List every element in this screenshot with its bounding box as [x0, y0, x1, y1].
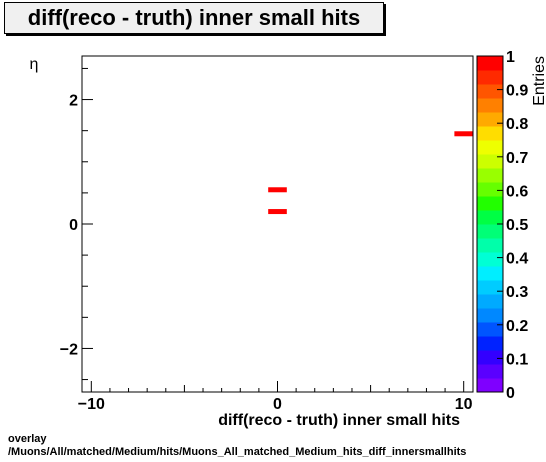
x-tick-label: 0	[273, 396, 282, 413]
z-tick-label: 0.4	[506, 251, 528, 268]
z-tick-label: 0.9	[506, 83, 528, 100]
footer-overlay-label: overlay	[8, 433, 47, 445]
title-box: diff(reco - truth) inner small hits	[4, 2, 384, 34]
z-axis-title: Entries	[531, 56, 546, 106]
z-tick-label: 0.5	[506, 217, 528, 234]
z-tick-label: 0	[506, 385, 515, 402]
colorbar-segment	[477, 168, 503, 183]
colorbar-segment	[477, 266, 503, 281]
z-tick-label: 1	[506, 49, 515, 66]
colorbar-segment	[477, 56, 503, 71]
y-tick-label: 2	[69, 93, 78, 110]
colorbar-segment	[477, 308, 503, 323]
z-tick-label: 0.3	[506, 284, 528, 301]
colorbar-segment	[477, 252, 503, 267]
colorbar-segment	[477, 294, 503, 309]
y-tick-label: 0	[69, 217, 78, 234]
colorbar-segment	[477, 280, 503, 295]
colorbar-segment	[477, 84, 503, 99]
colorbar-segment	[477, 126, 503, 141]
colorbar-segment	[477, 196, 503, 211]
z-tick-label: 0.1	[506, 351, 528, 368]
chart-title: diff(reco - truth) inner small hits	[27, 5, 361, 30]
colorbar-segment	[477, 210, 503, 225]
plot-frame	[81, 55, 474, 393]
z-tick-label: 0.8	[506, 116, 528, 133]
colorbar-segment	[477, 336, 503, 351]
colorbar-segment	[477, 364, 503, 379]
colorbar-segment	[477, 98, 503, 113]
colorbar-segment	[477, 154, 503, 169]
colorbar-segment	[477, 182, 503, 197]
z-tick-label: 0.7	[506, 150, 528, 167]
x-tick-label: 10	[455, 396, 473, 413]
colorbar-segment	[477, 322, 503, 337]
y-axis-title: η	[30, 56, 39, 73]
y-tick-label: −2	[60, 341, 78, 358]
footer-path-label: /Muons/All/matched/Medium/hits/Muons_All…	[8, 446, 467, 458]
z-tick-label: 0.2	[506, 318, 528, 335]
heatmap-bin-1	[268, 209, 287, 215]
colorbar-segment	[477, 378, 503, 393]
colorbar-segment	[477, 350, 503, 365]
x-tick-label: −10	[78, 396, 105, 413]
colorbar-segment	[477, 112, 503, 127]
heatmap-bin-2	[454, 131, 473, 137]
colorbar-segment	[477, 238, 503, 253]
colorbar-segment	[477, 224, 503, 239]
colorbar-segment	[477, 70, 503, 85]
z-tick-label: 0.6	[506, 183, 528, 200]
heatmap-bin-0	[268, 187, 287, 193]
x-axis-title: diff(reco - truth) inner small hits	[218, 412, 460, 429]
colorbar-segment	[477, 140, 503, 155]
